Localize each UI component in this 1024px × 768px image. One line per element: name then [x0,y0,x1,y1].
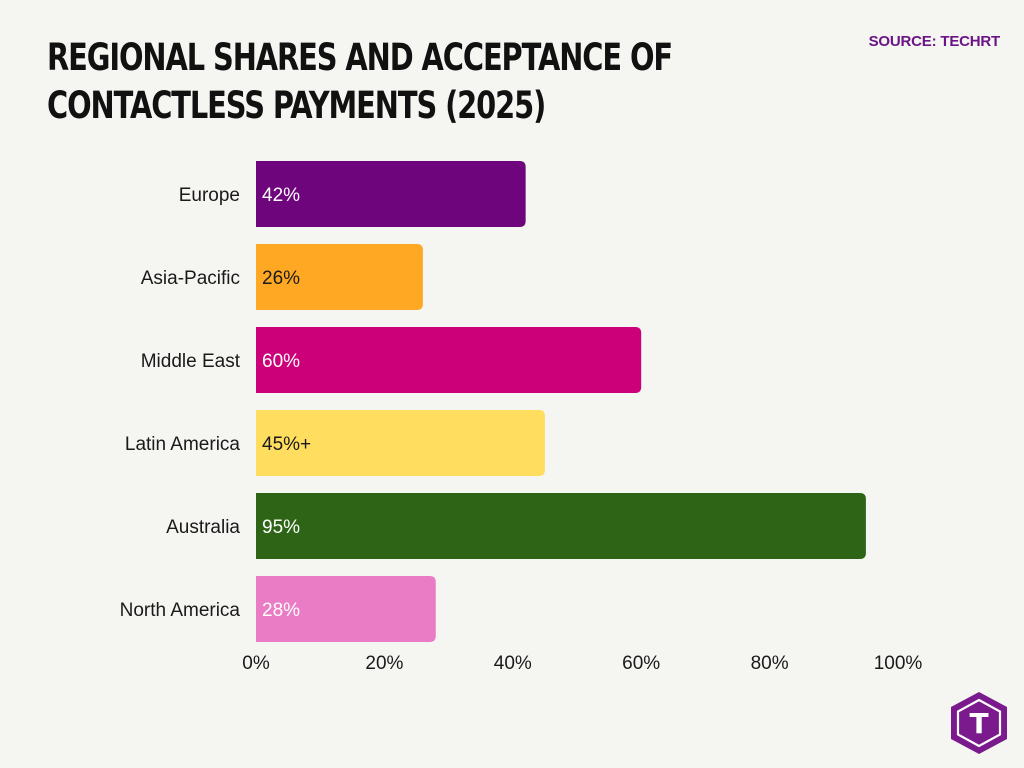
bar-asia-pacific [256,244,423,310]
category-label-europe: Europe [179,185,240,206]
x-tick-label-100: 100% [874,653,923,674]
source-label: SOURCE: TECHRT [868,33,1001,50]
value-label-europe: 42% [262,185,300,206]
category-label-middle-east: Middle East [141,351,241,372]
x-tick-label-0: 0% [242,653,270,674]
bar-north-america [256,576,436,642]
x-tick-label-40: 40% [494,653,532,674]
category-label-latin-america: Latin America [125,434,241,455]
value-label-middle-east: 60% [262,351,300,372]
bar-europe [256,161,526,227]
value-label-north-america: 28% [262,600,300,621]
category-label-north-america: North America [120,600,241,621]
bar-australia [256,493,866,559]
value-label-asia-pacific: 26% [262,268,300,289]
logo-letter: T [969,707,988,740]
category-label-australia: Australia [166,517,240,538]
chart-title-line-1: REGIONAL SHARES AND ACCEPTANCE OF [47,36,673,79]
category-label-asia-pacific: Asia-Pacific [141,268,240,289]
value-label-australia: 95% [262,517,300,538]
x-tick-label-60: 60% [622,653,660,674]
chart-title: REGIONAL SHARES AND ACCEPTANCE OF CONTAC… [47,34,673,130]
value-label-latin-america: 45%+ [262,434,311,455]
bar-latin-america [256,410,545,476]
techrt-logo-icon: T [951,692,1007,754]
logo-hexagon-inner [956,698,1002,748]
chart-title-line-2: CONTACTLESS PAYMENTS (2025) [47,84,546,127]
bar-middle-east [256,327,642,393]
x-tick-label-80: 80% [751,653,789,674]
x-tick-label-20: 20% [365,653,403,674]
